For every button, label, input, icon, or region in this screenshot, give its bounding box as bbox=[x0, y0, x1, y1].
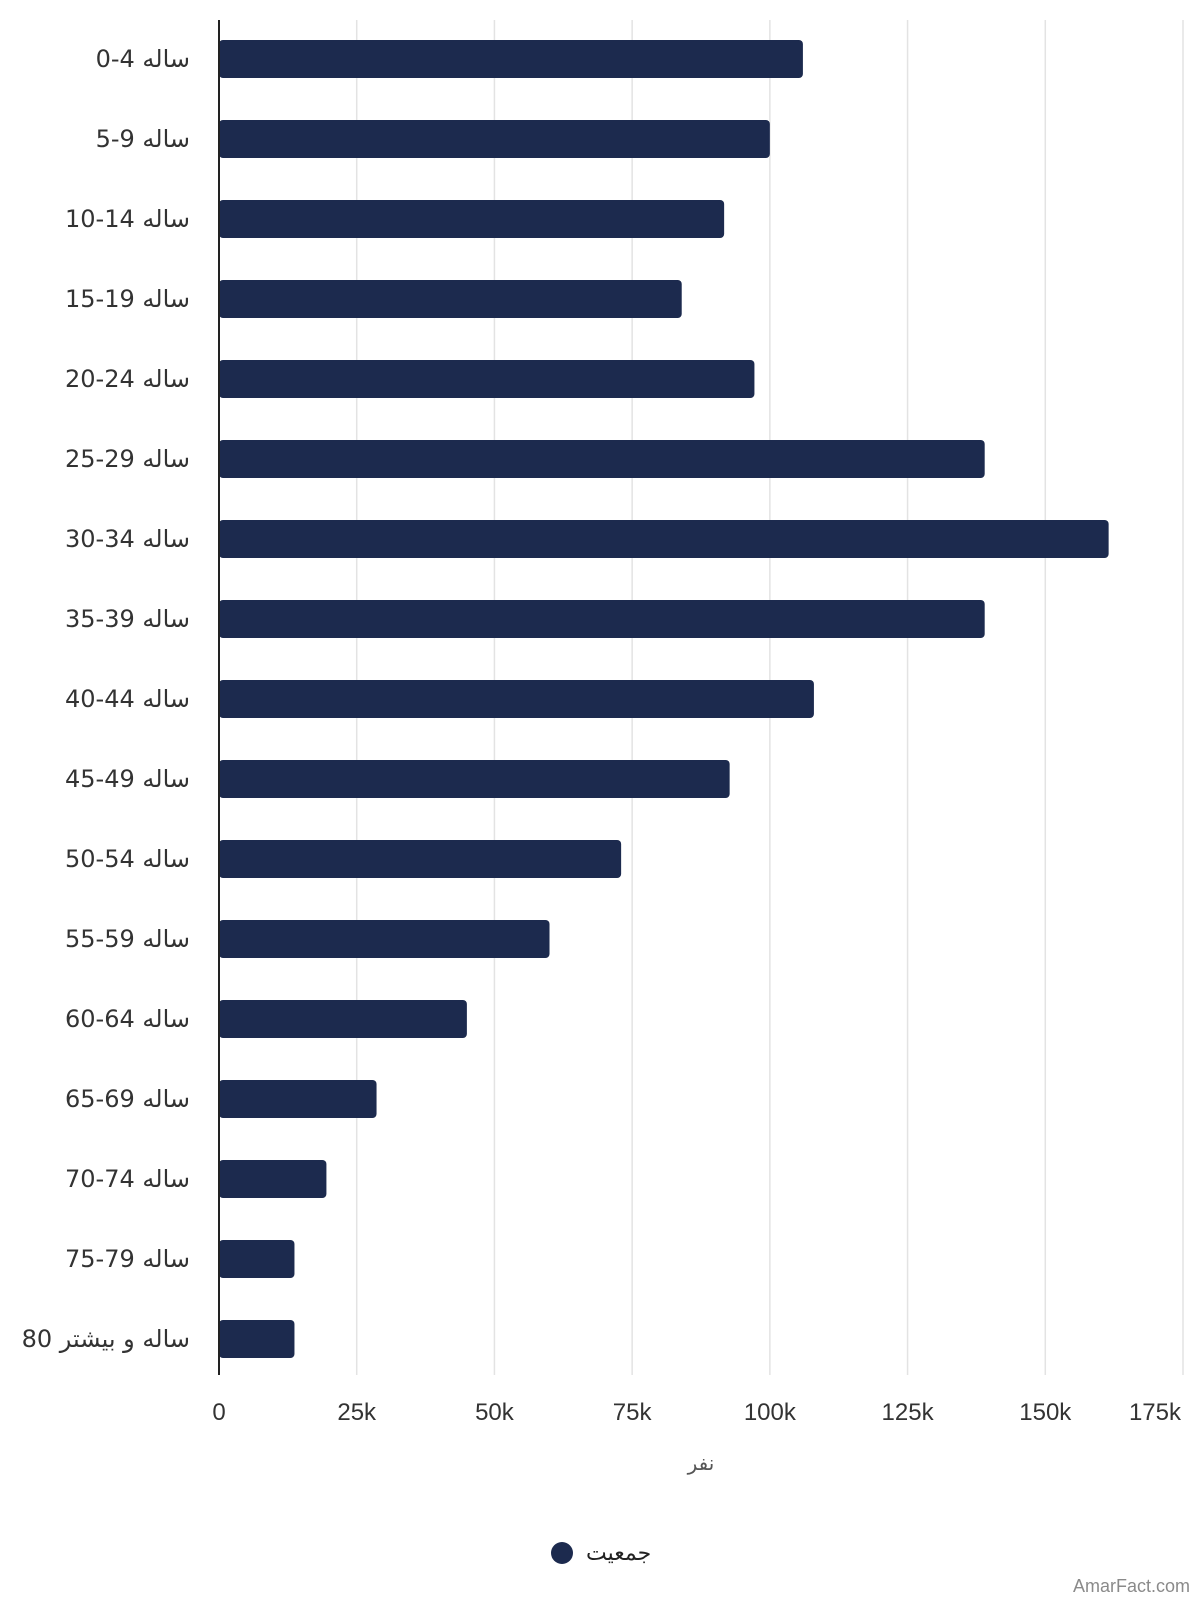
x-tick-label: 25k bbox=[337, 1399, 377, 1426]
bar[interactable] bbox=[219, 1320, 295, 1358]
bar[interactable] bbox=[219, 840, 622, 878]
bar[interactable] bbox=[219, 680, 814, 718]
category-label: 40-44 ساله bbox=[65, 685, 190, 713]
bar[interactable] bbox=[219, 200, 725, 238]
bar[interactable] bbox=[219, 440, 985, 478]
category-label: 50-54 ساله bbox=[65, 845, 190, 873]
legend-label: جمعیت bbox=[586, 1541, 651, 1566]
category-label: 80 ساله و بیشتر bbox=[22, 1325, 190, 1353]
x-axis-title: نفر bbox=[687, 1451, 715, 1475]
watermark-text: AmarFact.com bbox=[1073, 1576, 1190, 1596]
bar[interactable] bbox=[219, 1240, 295, 1278]
x-tick-label: 100k bbox=[744, 1399, 797, 1426]
bar[interactable] bbox=[219, 360, 755, 398]
category-label: 60-64 ساله bbox=[65, 1005, 190, 1033]
category-label: 20-24 ساله bbox=[65, 365, 190, 393]
category-label: 65-69 ساله bbox=[65, 1085, 190, 1113]
bar[interactable] bbox=[219, 1160, 327, 1198]
bar[interactable] bbox=[219, 600, 985, 638]
x-tick-label: 175k bbox=[1129, 1399, 1182, 1426]
category-label: 15-19 ساله bbox=[65, 285, 190, 313]
category-label: 45-49 ساله bbox=[65, 765, 190, 793]
bar[interactable] bbox=[219, 520, 1109, 558]
legend-marker bbox=[551, 1542, 573, 1564]
category-label: 10-14 ساله bbox=[65, 205, 190, 233]
category-label: 75-79 ساله bbox=[65, 1245, 190, 1273]
x-tick-label: 75k bbox=[613, 1399, 653, 1426]
category-label: 25-29 ساله bbox=[65, 445, 190, 473]
x-tick-label: 50k bbox=[475, 1399, 515, 1426]
x-tick-label: 150k bbox=[1019, 1399, 1072, 1426]
x-tick-label: 0 bbox=[212, 1399, 225, 1426]
category-label: 5-9 ساله bbox=[96, 125, 190, 153]
bar[interactable] bbox=[219, 1080, 377, 1118]
bars bbox=[219, 40, 1109, 1358]
category-label: 30-34 ساله bbox=[65, 525, 190, 553]
bar[interactable] bbox=[219, 920, 550, 958]
category-label: 0-4 ساله bbox=[96, 45, 190, 73]
legend[interactable]: جمعیت bbox=[551, 1541, 651, 1566]
bar[interactable] bbox=[219, 1000, 467, 1038]
bar[interactable] bbox=[219, 40, 803, 78]
bar[interactable] bbox=[219, 120, 770, 158]
category-labels: 0-4 ساله 5-9 ساله 10-14 ساله 15-19 ساله 20-2… bbox=[22, 45, 190, 1353]
x-tick-label: 125k bbox=[882, 1399, 935, 1426]
x-tick-labels: 0 25k 50k 75k 100k 125k 150k 175k bbox=[212, 1399, 1182, 1426]
bar[interactable] bbox=[219, 760, 730, 798]
bar[interactable] bbox=[219, 280, 682, 318]
category-label: 35-39 ساله bbox=[65, 605, 190, 633]
category-label: 70-74 ساله bbox=[65, 1165, 190, 1193]
category-label: 55-59 ساله bbox=[65, 925, 190, 953]
